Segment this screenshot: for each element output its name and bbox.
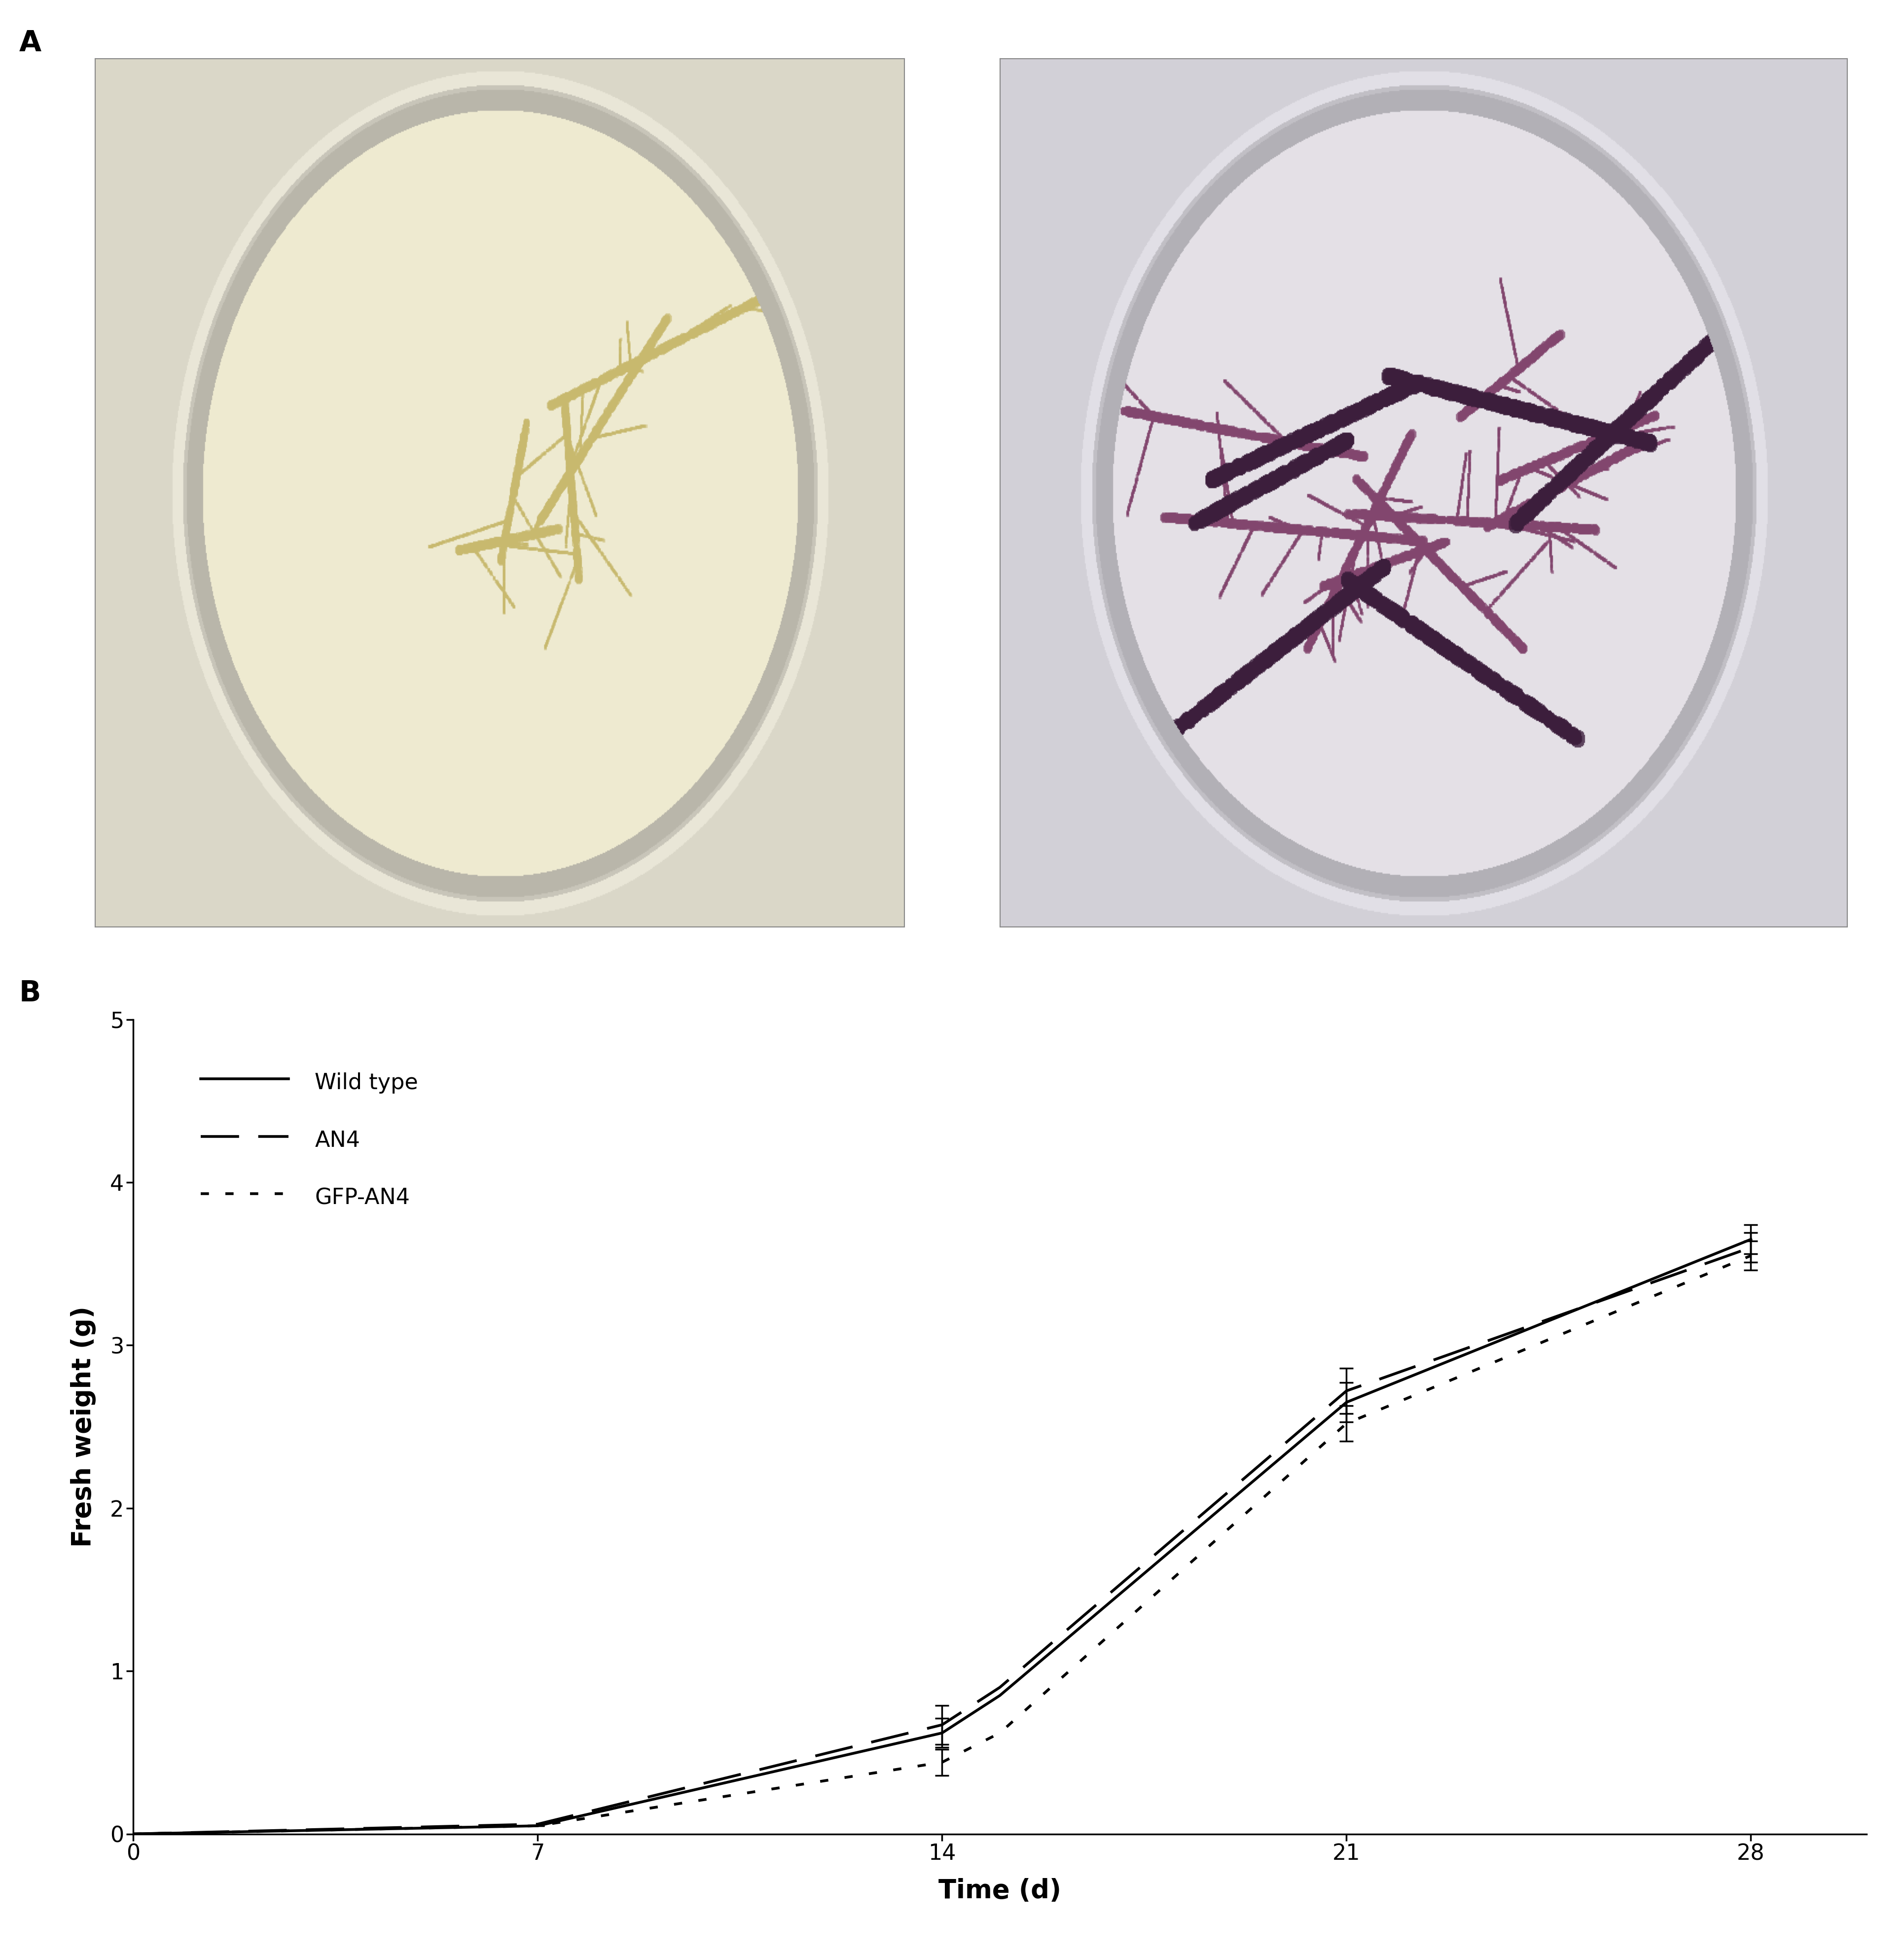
Legend: Wild type, AN4, GFP-AN4: Wild type, AN4, GFP-AN4 xyxy=(179,1046,440,1233)
GFP-AN4 xyxy=(988,1721,1011,1744)
GFP-AN4 xyxy=(1335,1413,1358,1436)
Text: A: A xyxy=(19,29,42,57)
AN4 xyxy=(122,1822,145,1846)
Y-axis label: Fresh weight (g): Fresh weight (g) xyxy=(70,1305,97,1547)
AN4 xyxy=(988,1676,1011,1699)
Wild type xyxy=(1738,1227,1761,1251)
GFP-AN4 xyxy=(526,1814,548,1838)
X-axis label: Time (d): Time (d) xyxy=(939,1879,1061,1904)
GFP-AN4 xyxy=(122,1822,145,1846)
AN4 xyxy=(931,1713,954,1736)
AN4 xyxy=(1335,1379,1358,1403)
Text: B: B xyxy=(19,979,42,1007)
Wild type xyxy=(988,1684,1011,1707)
Line: Wild type: Wild type xyxy=(133,1239,1750,1834)
AN4 xyxy=(526,1812,548,1836)
Line: GFP-AN4: GFP-AN4 xyxy=(133,1256,1750,1834)
Wild type xyxy=(526,1814,548,1838)
GFP-AN4 xyxy=(931,1750,954,1773)
AN4 xyxy=(1738,1235,1761,1258)
Line: AN4: AN4 xyxy=(133,1247,1750,1834)
Wild type xyxy=(931,1721,954,1744)
Wild type xyxy=(1335,1391,1358,1414)
Wild type xyxy=(122,1822,145,1846)
GFP-AN4 xyxy=(1738,1245,1761,1268)
